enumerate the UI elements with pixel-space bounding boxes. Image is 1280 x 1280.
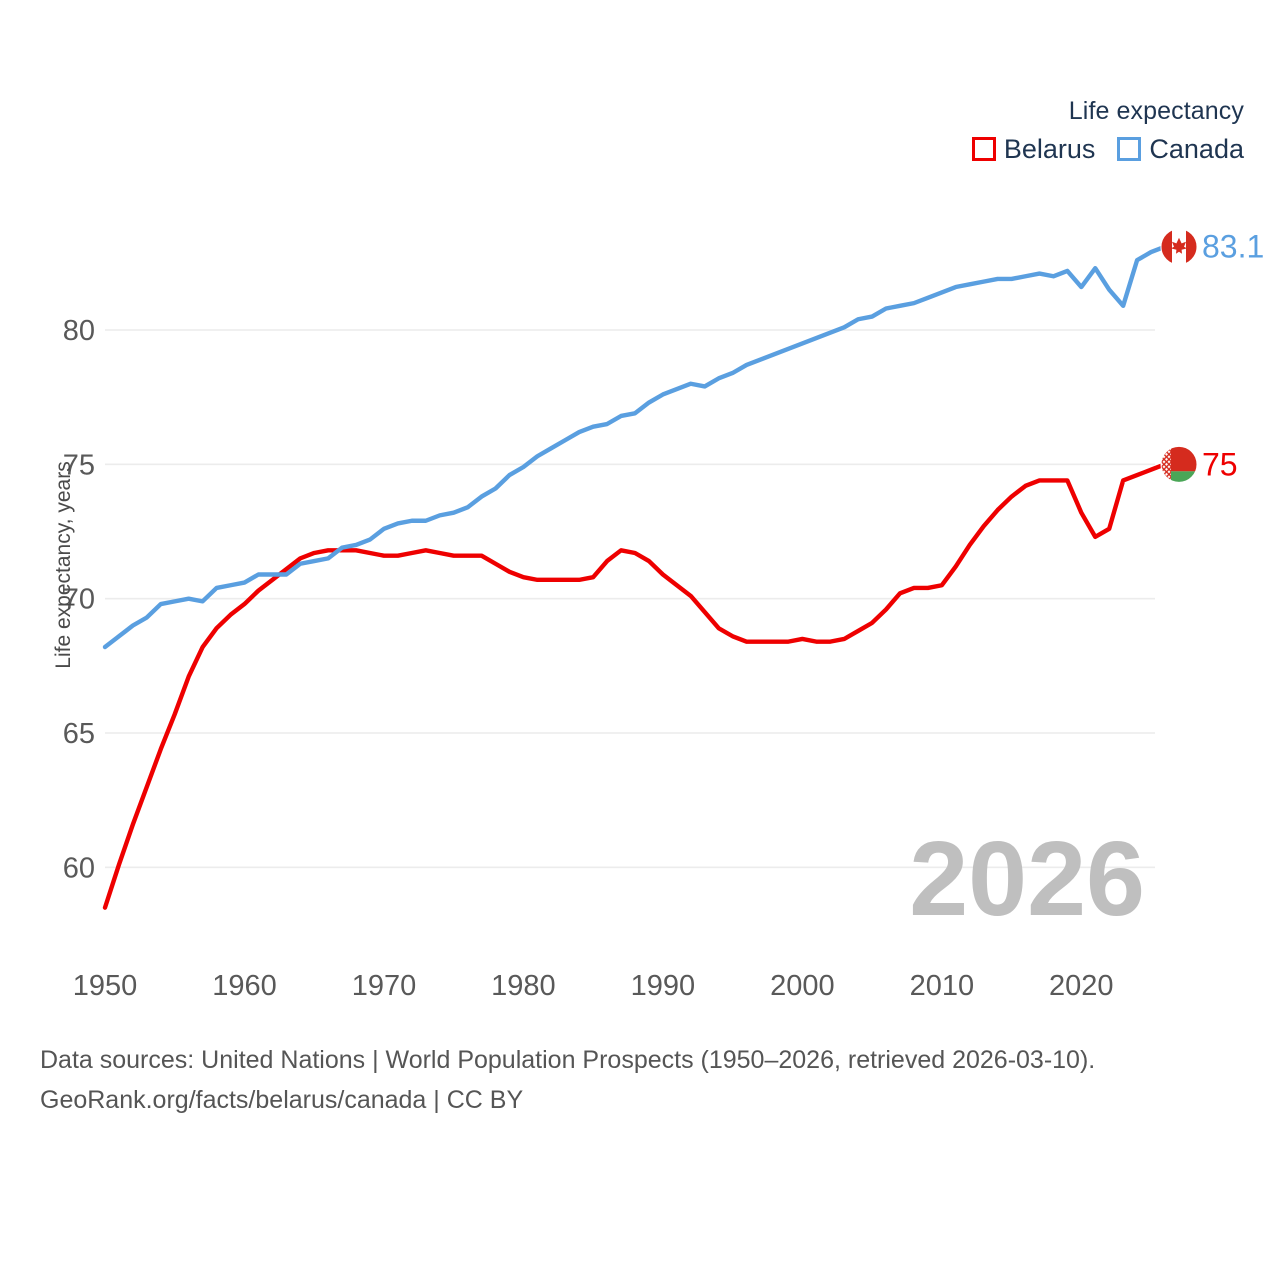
- line-chart-svg: 60 65 70 75 80 1950 1960 1970 1980 1990 2000 2010 2…: [52, 228, 1264, 1002]
- footer-line-link[interactable]: GeoRank.org/facts/belarus/canada | CC BY: [40, 1086, 524, 1114]
- legend-item-belarus[interactable]: Belarus: [971, 134, 1096, 164]
- footer-attribution: Data sources: United Nations | World Pop…: [40, 1040, 1230, 1120]
- x-tick-label: 2010: [910, 970, 975, 1002]
- y-axis-tick-labels: 60 65 70 75 80: [63, 315, 95, 884]
- belarus-flag-icon: [1160, 445, 1198, 483]
- y-tick-label: 75: [63, 449, 95, 481]
- x-tick-label: 1950: [73, 970, 138, 1002]
- x-tick-label: 1990: [631, 970, 696, 1002]
- x-tick-label: 1980: [491, 970, 556, 1002]
- legend: Life expectancy Belarus Canada: [971, 96, 1244, 164]
- legend-label-belarus: Belarus: [1003, 134, 1096, 164]
- year-watermark: 2026: [909, 820, 1145, 938]
- legend-item-canada[interactable]: Canada: [1117, 134, 1244, 164]
- canada-flag-icon: [1160, 228, 1198, 266]
- x-tick-label: 2000: [770, 970, 835, 1002]
- y-tick-label: 80: [63, 315, 95, 347]
- series-lines: [102, 244, 1168, 910]
- legend-title: Life expectancy: [1068, 97, 1244, 125]
- legend-items: Belarus Canada: [971, 134, 1244, 164]
- legend-swatch-canada: [1117, 137, 1142, 161]
- y-tick-label: 65: [63, 718, 95, 750]
- footer-line-sources: Data sources: United Nations | World Pop…: [40, 1046, 1096, 1074]
- legend-label-canada: Canada: [1149, 134, 1244, 164]
- y-tick-label: 60: [63, 852, 95, 884]
- series-line-canada[interactable]: [102, 244, 1168, 650]
- x-tick-label: 2020: [1049, 970, 1114, 1002]
- belarus-endpoint-value: 75: [1202, 446, 1238, 482]
- y-tick-label: 70: [63, 584, 95, 616]
- x-tick-label: 1960: [212, 970, 277, 1002]
- x-tick-label: 1970: [352, 970, 417, 1002]
- x-axis-tick-labels: 1950 1960 1970 1980 1990 2000 2010 2020: [73, 970, 1114, 1002]
- y-axis-title: Life expectancy, years: [52, 461, 75, 668]
- gridlines: [105, 329, 1155, 869]
- legend-swatch-belarus: [971, 137, 996, 161]
- canada-endpoint-value: 83.1: [1202, 229, 1264, 265]
